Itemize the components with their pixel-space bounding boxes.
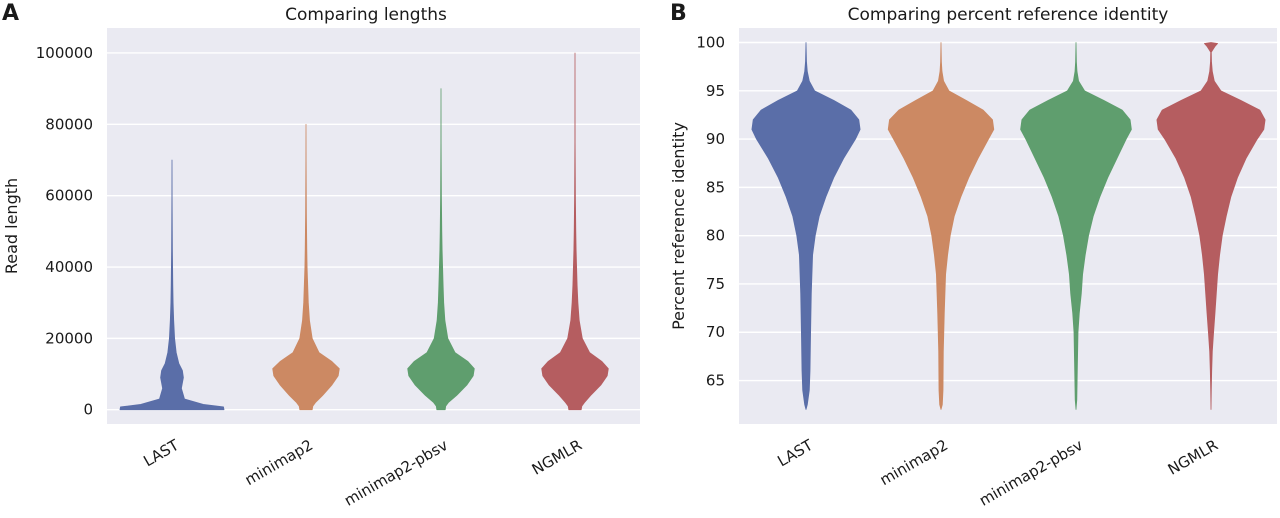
panel-b-plot-area	[739, 28, 1277, 424]
violin-ngmlr	[541, 52, 609, 411]
x-tick-label: LAST	[774, 435, 816, 470]
violin-minimap2-pbsv	[1020, 42, 1132, 410]
x-tick-label: minimap2-pbsv	[976, 436, 1086, 510]
panel-a-violins	[119, 52, 609, 411]
panel-a-letter: A	[2, 1, 19, 26]
y-tick-label: 80000	[45, 115, 93, 133]
y-tick-label: 85	[706, 178, 725, 196]
violin-ngmlr	[1156, 42, 1266, 410]
y-tick-label: 40000	[45, 258, 93, 276]
violin-last	[751, 42, 861, 410]
x-tick-label: NGMLR	[529, 436, 585, 479]
violin-last	[119, 159, 225, 411]
panel-a-read-length: A Comparing lengths Read length 0 20000 40…	[2, 1, 640, 510]
y-tick-label: 100	[696, 33, 725, 51]
y-tick-label: 75	[706, 275, 725, 293]
x-tick-label: LAST	[140, 435, 182, 470]
violin-minimap2	[887, 42, 995, 410]
violin-minimap2-pbsv	[407, 88, 475, 411]
y-tick-label: 20000	[45, 329, 93, 347]
panel-b-y-axis-label: Percent reference identity	[669, 122, 688, 330]
x-tick-label: minimap2	[242, 436, 316, 489]
panel-a-x-tick-labels: LAST minimap2 minimap2-pbsv NGMLR	[140, 435, 585, 509]
violin-minimap2	[272, 123, 340, 411]
panel-b-x-tick-labels: LAST minimap2 minimap2-pbsv NGMLR	[774, 435, 1221, 509]
x-tick-label: minimap2-pbsv	[341, 436, 451, 510]
panel-a-plot-area	[107, 28, 640, 424]
panel-b-letter: B	[670, 1, 687, 26]
panel-b-title: Comparing percent reference identity	[848, 5, 1169, 25]
y-tick-label: 60000	[45, 187, 93, 205]
panel-a-title: Comparing lengths	[285, 5, 447, 25]
panel-a-y-axis-label: Read length	[2, 178, 21, 274]
y-tick-label: 0	[83, 401, 93, 419]
y-tick-label: 100000	[36, 44, 93, 62]
panel-b-y-tick-labels: 65 70 75 80 85 90 95 100	[696, 33, 725, 389]
panel-b-percent-identity: B Comparing percent reference identity P…	[669, 1, 1277, 510]
x-tick-label: NGMLR	[1165, 436, 1221, 479]
y-tick-label: 70	[706, 323, 725, 341]
y-tick-label: 65	[706, 372, 725, 390]
y-tick-label: 80	[706, 227, 725, 245]
panel-b-violins	[751, 42, 1266, 410]
y-tick-label: 90	[706, 130, 725, 148]
panel-a-y-tick-labels: 0 20000 40000 60000 80000 100000	[36, 44, 93, 419]
x-tick-label: minimap2	[877, 436, 951, 489]
y-tick-label: 95	[706, 82, 725, 100]
